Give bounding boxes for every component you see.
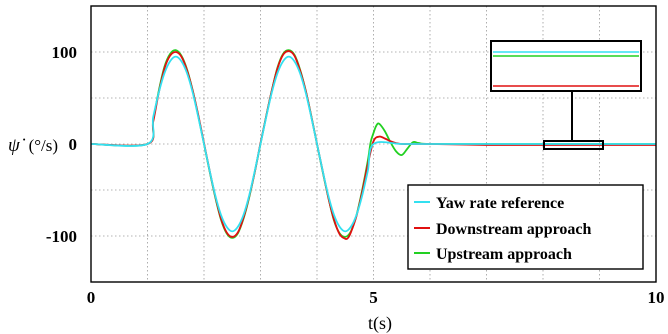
- plot-frame: [90, 5, 657, 283]
- x-tick-label: 5: [369, 288, 378, 307]
- legend-label-downstream: Downstream approach: [436, 221, 592, 238]
- x-tick-label: 0: [87, 288, 96, 307]
- axis-ticks: 0 5 10 -100 0 100: [46, 43, 665, 307]
- legend-box: [407, 184, 644, 270]
- zoom-source-box: [543, 140, 604, 150]
- legend-label-upstream: Upstream approach: [436, 246, 572, 263]
- y-tick-label: -100: [46, 227, 77, 246]
- zoom-inset: [490, 40, 642, 150]
- legend: Yaw rate reference Downstream approach U…: [407, 184, 644, 270]
- x-tick-label: 10: [648, 288, 665, 307]
- legend-label-reference: Yaw rate reference: [436, 195, 564, 212]
- data-series: [91, 49, 656, 240]
- y-axis-unit: (°/s): [29, 136, 58, 155]
- y-tick-label: 100: [52, 43, 78, 62]
- series-line-reference: [91, 55, 656, 233]
- y-axis-label: ψ̇ (°/s): [8, 135, 58, 156]
- x-axis-label: t(s): [368, 313, 392, 334]
- y-tick-label: 0: [69, 135, 78, 154]
- zoom-inset-box: [490, 40, 642, 92]
- y-axis-symbol: ψ̇: [8, 135, 26, 156]
